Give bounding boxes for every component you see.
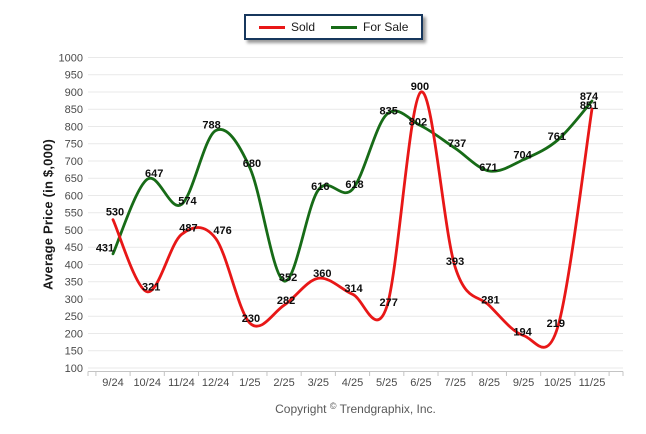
y-tick-label: 650 (65, 173, 83, 185)
x-tick-label: 7/25 (444, 377, 465, 389)
x-tick-label: 11/24 (168, 377, 195, 389)
sold-data-label: 194 (513, 326, 532, 338)
x-tick-label: 2/25 (273, 377, 294, 389)
x-tick-label: 8/25 (479, 377, 500, 389)
x-tick-label: 6/25 (410, 377, 431, 389)
for-sale-data-label: 802 (409, 117, 427, 129)
copyright-company: Trendgraphix, Inc. (339, 402, 436, 416)
y-tick-label: 600 (65, 190, 83, 202)
x-tick-label: 9/25 (513, 377, 534, 389)
sold-line-swatch-icon (259, 25, 285, 29)
y-tick-label: 300 (65, 294, 83, 306)
chart-legend: Sold For Sale (244, 14, 424, 40)
y-tick-label: 450 (65, 242, 83, 254)
sold-data-label: 281 (481, 294, 499, 306)
sold-data-label: 360 (313, 268, 331, 280)
legend-item-sold: Sold (259, 20, 315, 34)
x-tick-label: 5/25 (376, 377, 397, 389)
sold-data-label: 219 (547, 318, 565, 330)
sold-data-label: 851 (580, 100, 598, 112)
for-sale-data-label: 671 (479, 162, 497, 174)
sold-series-line (111, 90, 594, 349)
x-tick-label: 4/25 (342, 377, 363, 389)
copyright-prefix: Copyright (275, 402, 327, 416)
sold-data-label: 230 (242, 313, 260, 325)
x-tick-label: 9/24 (102, 377, 123, 389)
sold-data-label: 900 (411, 81, 429, 93)
y-tick-label: 550 (65, 208, 83, 220)
y-tick-label: 800 (65, 121, 83, 133)
copyright-text: Copyright © Trendgraphix, Inc. (88, 401, 623, 416)
y-tick-label: 250 (65, 311, 83, 323)
for-sale-data-label: 616 (311, 181, 329, 193)
for-sale-data-label: 647 (145, 168, 163, 180)
sold-data-label: 321 (142, 282, 160, 294)
legend-item-for-sale: For Sale (331, 20, 408, 34)
y-tick-label: 350 (65, 277, 83, 289)
y-tick-label: 950 (65, 70, 83, 82)
y-tick-label: 700 (65, 156, 83, 168)
legend-label-for-sale: For Sale (363, 20, 409, 34)
y-tick-label: 750 (65, 139, 83, 151)
for-sale-data-label: 680 (243, 158, 261, 170)
for-sale-data-label: 618 (345, 179, 363, 191)
for-sale-data-label: 704 (513, 149, 532, 161)
sold-data-label: 282 (277, 295, 295, 307)
for-sale-data-label: 874 (580, 91, 599, 103)
y-tick-label: 200 (65, 328, 83, 340)
sold-data-label: 476 (213, 225, 231, 237)
x-tick-label: 10/25 (544, 377, 572, 389)
sold-data-label: 487 (179, 222, 197, 234)
x-tick-label: 12/24 (202, 377, 230, 389)
x-tick-label: 1/25 (239, 377, 260, 389)
for-sale-data-label: 835 (380, 105, 398, 117)
y-tick-label: 850 (65, 104, 83, 116)
sold-data-label: 393 (446, 256, 464, 268)
for-sale-data-label: 574 (178, 195, 197, 207)
sold-data-label: 314 (344, 283, 363, 295)
copyright-symbol: © (329, 401, 337, 411)
y-tick-label: 150 (65, 346, 83, 358)
y-tick-label: 1000 (59, 52, 83, 64)
y-tick-label: 400 (65, 259, 83, 271)
y-tick-label: 500 (65, 225, 83, 237)
for-sale-data-label: 788 (202, 119, 220, 131)
for-sale-line-swatch-icon (331, 25, 358, 29)
for-sale-data-label: 352 (279, 272, 297, 284)
sold-data-label: 530 (106, 207, 124, 219)
for-sale-data-label: 431 (96, 243, 114, 255)
x-tick-label: 11/25 (579, 377, 606, 389)
x-tick-label: 10/24 (133, 377, 161, 389)
for-sale-data-label: 737 (448, 138, 466, 150)
sold-data-label: 277 (380, 297, 398, 309)
for-sale-series-line (111, 99, 594, 283)
x-tick-label: 3/25 (308, 377, 329, 389)
legend-label-sold: Sold (291, 20, 316, 34)
y-tick-label: 900 (65, 87, 83, 99)
y-tick-label: 100 (65, 363, 83, 375)
for-sale-data-label: 761 (548, 131, 566, 143)
